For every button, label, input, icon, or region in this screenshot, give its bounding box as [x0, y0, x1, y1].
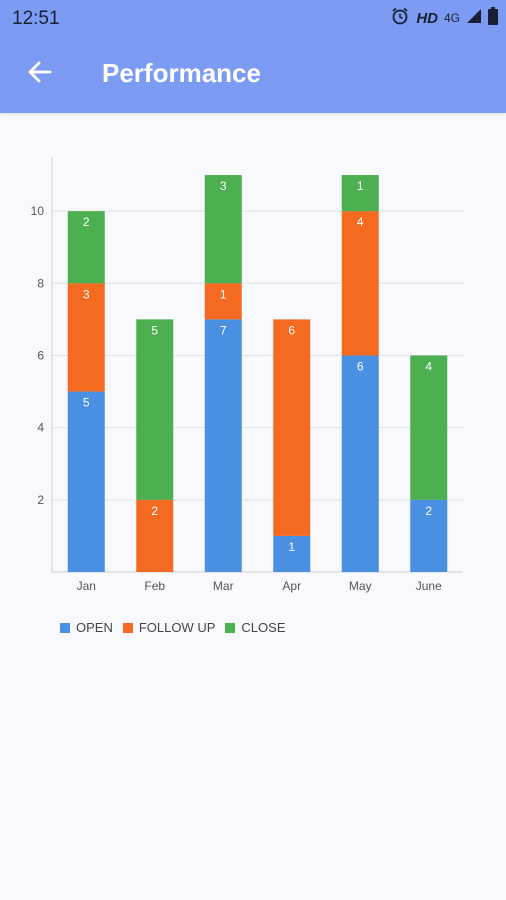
- performance-chart: 2 4 6 8 10 5 3 2 Jan 2 5 Feb 7 1 3 Mar 1 6 Apr 6 4 1 May 2 4 June: [0, 113, 506, 673]
- data-label: 3: [220, 179, 227, 193]
- bar-segment[interactable]: [136, 499, 174, 572]
- bar-segment[interactable]: [204, 319, 242, 572]
- app-bar: Performance: [0, 36, 506, 113]
- legend-swatch-open: [60, 622, 70, 633]
- x-tick-label: Apr: [282, 579, 301, 593]
- data-label: 6: [288, 323, 295, 337]
- status-time: 12:51: [12, 8, 60, 29]
- network-type: 4G: [443, 11, 460, 25]
- data-label: 5: [151, 323, 158, 337]
- x-tick-label: Mar: [213, 579, 234, 593]
- bar-segment[interactable]: [67, 283, 105, 392]
- legend-swatch-close: [225, 622, 236, 633]
- bar-segment[interactable]: [136, 319, 174, 500]
- legend-item-follow-up[interactable]: FOLLOW UP: [122, 620, 216, 635]
- page-title: Performance: [102, 58, 261, 88]
- bar-segment[interactable]: [410, 355, 448, 500]
- data-label: 2: [425, 504, 432, 518]
- hd-indicator: HD: [416, 9, 438, 27]
- signal-icon: [466, 8, 482, 29]
- bar-segment[interactable]: [67, 211, 105, 284]
- bar-segment[interactable]: [273, 319, 311, 536]
- legend-label-close: CLOSE: [241, 620, 286, 635]
- legend-swatch-follow-up: [122, 622, 133, 633]
- bar-segment[interactable]: [273, 535, 311, 572]
- bar-segment[interactable]: [410, 499, 448, 572]
- arrow-left-icon: [26, 58, 54, 91]
- battery-icon: [488, 6, 498, 30]
- status-bar: 12:51 HD 4G: [0, 0, 506, 36]
- bar-segment[interactable]: [341, 175, 379, 212]
- y-tick-label: 2: [37, 493, 44, 507]
- x-tick-label: Feb: [144, 579, 165, 593]
- data-label: 4: [357, 215, 364, 229]
- data-label: 2: [151, 504, 158, 518]
- status-icons: HD 4G: [390, 6, 498, 31]
- x-tick-label: Jan: [77, 579, 96, 593]
- data-label: 4: [425, 359, 432, 373]
- data-label: 6: [357, 359, 364, 373]
- legend-label-follow-up: FOLLOW UP: [138, 620, 216, 635]
- data-label: 7: [220, 323, 227, 337]
- x-tick-label: May: [349, 579, 372, 593]
- data-label: 5: [83, 396, 90, 410]
- chart-legend: OPEN FOLLOW UP CLOSE: [60, 620, 286, 635]
- data-label: 2: [83, 215, 90, 229]
- x-tick-label: June: [416, 579, 442, 593]
- data-label: 1: [288, 540, 295, 554]
- data-label: 3: [83, 287, 90, 301]
- alarm-icon: [390, 6, 410, 31]
- y-tick-label: 8: [37, 276, 44, 290]
- y-tick-label: 4: [37, 421, 44, 435]
- y-tick-label: 6: [37, 348, 44, 362]
- bar-segment[interactable]: [341, 355, 379, 572]
- y-tick-label: 10: [31, 204, 45, 218]
- bar-segment[interactable]: [204, 283, 242, 320]
- bar-segment[interactable]: [67, 391, 105, 572]
- legend-label-open: OPEN: [76, 620, 113, 635]
- data-label: 1: [357, 179, 364, 193]
- legend-item-close[interactable]: CLOSE: [225, 620, 286, 635]
- legend-item-open[interactable]: OPEN: [60, 620, 113, 635]
- bar-segment[interactable]: [204, 175, 242, 284]
- back-button[interactable]: [18, 52, 62, 96]
- bar-segment[interactable]: [341, 211, 379, 356]
- stacked-bar-chart: 2 4 6 8 10 5 3 2 Jan 2 5 Feb 7 1 3 Mar 1 6 Apr 6 4 1 May 2 4 June: [31, 157, 463, 593]
- data-label: 1: [220, 287, 227, 301]
